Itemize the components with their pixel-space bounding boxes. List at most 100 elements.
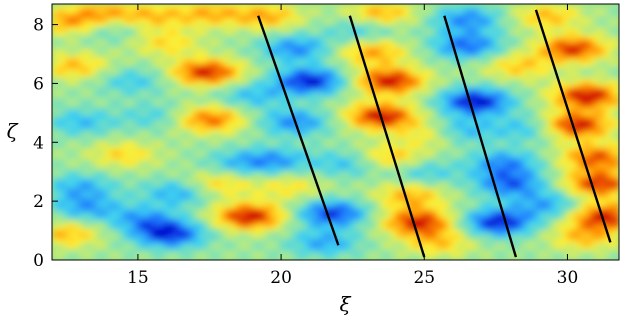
heatmap-cell <box>56 136 62 142</box>
heatmap-cell <box>271 132 276 138</box>
heatmap-cell <box>206 30 212 36</box>
heatmap-cell <box>180 127 186 133</box>
heatmap-cell <box>408 79 414 85</box>
heatmap-cell <box>94 83 100 89</box>
heatmap-cell <box>322 132 328 138</box>
heatmap-cell <box>279 162 285 168</box>
heatmap-cell <box>382 61 388 67</box>
heatmap-cell <box>348 180 354 186</box>
heatmap-cell <box>60 123 66 129</box>
heatmap-cell <box>215 207 221 213</box>
heatmap-cell <box>116 8 122 14</box>
heatmap-cell <box>146 118 152 124</box>
heatmap-cell <box>339 145 345 151</box>
heatmap-cell <box>412 92 418 98</box>
heatmap-cell <box>314 65 319 71</box>
heatmap-cell <box>129 202 135 208</box>
heatmap-cell <box>352 21 358 27</box>
heatmap-cell <box>129 118 135 124</box>
heatmap-cell <box>391 255 397 260</box>
heatmap-cell <box>172 211 178 217</box>
heatmap-cell <box>219 96 225 102</box>
heatmap-cell <box>279 52 285 58</box>
heatmap-cell <box>288 198 294 204</box>
heatmap-cell <box>283 21 289 27</box>
heatmap-cell <box>185 12 191 18</box>
heatmap-cell <box>206 101 212 107</box>
heatmap-cell <box>202 193 208 199</box>
heatmap-cell <box>206 193 212 199</box>
heatmap-cell <box>391 48 397 54</box>
heatmap-cell <box>344 136 349 142</box>
heatmap-cell <box>352 145 358 151</box>
heatmap-cell <box>245 229 251 235</box>
heatmap-cell <box>365 12 371 18</box>
heatmap-cell <box>223 154 229 160</box>
heatmap-cell <box>266 114 272 120</box>
heatmap-cell <box>271 21 276 27</box>
heatmap-cell <box>249 176 255 182</box>
heatmap-cell <box>331 105 337 111</box>
heatmap-cell <box>64 184 70 190</box>
heatmap-cell <box>266 17 272 23</box>
heatmap-cell <box>94 255 100 260</box>
heatmap-cell <box>288 96 294 102</box>
heatmap-cell <box>335 79 341 85</box>
heatmap-cell <box>180 171 186 177</box>
heatmap-cell <box>365 92 371 98</box>
heatmap-cell <box>391 74 397 80</box>
heatmap-cell <box>408 39 414 45</box>
heatmap-cell <box>421 233 427 239</box>
heatmap-cell <box>112 127 118 133</box>
heatmap-cell <box>150 92 156 98</box>
heatmap-cell <box>339 30 345 36</box>
heatmap-cell <box>125 65 130 71</box>
heatmap-cell <box>167 34 173 40</box>
heatmap-cell <box>159 4 165 10</box>
heatmap-cell <box>404 12 410 18</box>
heatmap-cell <box>288 158 294 164</box>
heatmap-cell <box>215 237 221 243</box>
heatmap-cell <box>387 17 392 23</box>
heatmap-cell <box>198 189 203 195</box>
heatmap-cell <box>271 48 276 54</box>
heatmap-cell <box>352 167 358 173</box>
heatmap-cell <box>228 198 234 204</box>
heatmap-cell <box>94 109 100 115</box>
heatmap-cell <box>262 65 268 71</box>
heatmap-cell <box>172 4 178 10</box>
heatmap-cell <box>103 229 109 235</box>
heatmap-cell <box>193 26 199 32</box>
heatmap-cell <box>232 39 238 45</box>
heatmap-cell <box>378 92 384 98</box>
heatmap-cell <box>52 154 57 160</box>
heatmap-cell <box>159 34 165 40</box>
heatmap-cell <box>331 215 337 221</box>
heatmap-cell <box>236 193 242 199</box>
heatmap-cell <box>322 189 328 195</box>
heatmap-cell <box>326 114 332 120</box>
heatmap-cell <box>86 39 92 45</box>
heatmap-cell <box>159 105 165 111</box>
heatmap-cell <box>155 189 160 195</box>
heatmap-cell <box>223 233 229 239</box>
heatmap-cell <box>125 118 130 124</box>
heatmap-cell <box>236 118 242 124</box>
heatmap-cell <box>417 105 423 111</box>
heatmap-cell <box>318 74 324 80</box>
heatmap-cell <box>326 171 332 177</box>
heatmap-cell <box>292 21 298 27</box>
heatmap-cell <box>163 220 169 226</box>
heatmap-cell <box>69 215 75 221</box>
heatmap-cell <box>125 105 130 111</box>
heatmap-cell <box>90 158 96 164</box>
heatmap-cell <box>167 87 173 93</box>
heatmap-cell <box>176 162 182 168</box>
heatmap-cell <box>116 176 122 182</box>
heatmap-cell <box>202 167 208 173</box>
heatmap-cell <box>219 167 225 173</box>
heatmap-cell <box>73 224 79 230</box>
heatmap-cell <box>305 65 311 71</box>
heatmap-cell <box>228 207 234 213</box>
heatmap-cell <box>125 251 130 257</box>
